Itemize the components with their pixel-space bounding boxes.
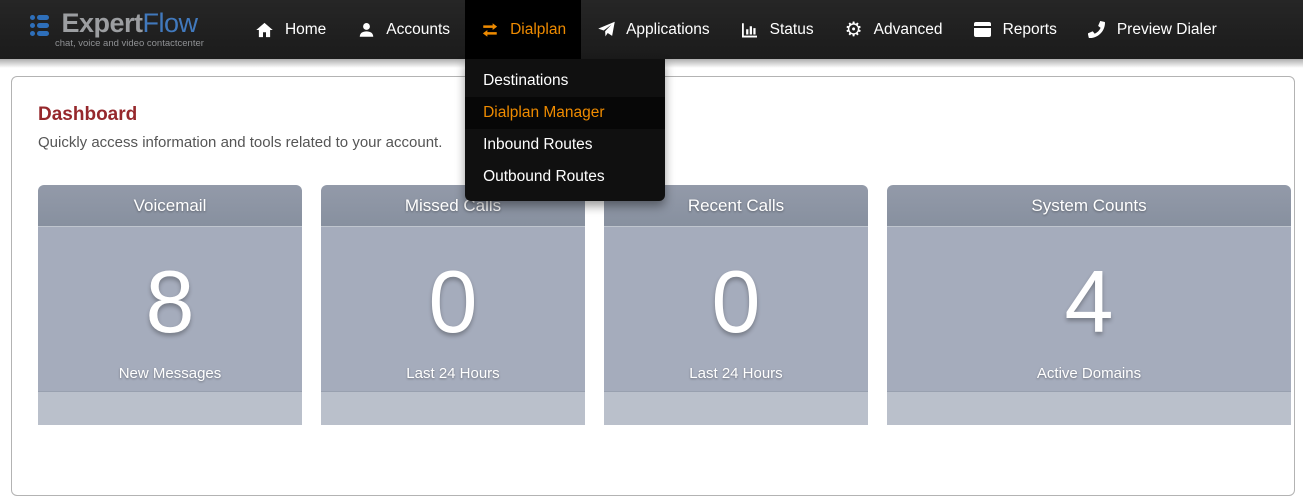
- card-footer: [38, 391, 302, 425]
- card-footer: [604, 391, 868, 425]
- gear-icon: ⚙: [844, 18, 863, 41]
- dialplan-dropdown: Destinations Dialplan Manager Inbound Ro…: [465, 59, 666, 201]
- top-navbar: ExpertFlow chat, voice and video contact…: [0, 0, 1303, 201]
- nav-label: Reports: [1002, 20, 1057, 38]
- phone-icon: [1087, 20, 1107, 40]
- card-footer: [887, 391, 1291, 425]
- card-label: Last 24 Hours: [689, 365, 783, 382]
- chart-bar-icon: [740, 20, 760, 40]
- card-footer: [321, 391, 585, 425]
- nav-item-home[interactable]: Home: [240, 0, 341, 59]
- nav-item-dialplan[interactable]: Dialplan Destinations Dialplan Manager I…: [465, 0, 666, 201]
- nav-item-reports[interactable]: Reports: [958, 0, 1072, 59]
- card-value: 0: [711, 252, 761, 351]
- dashboard-cards: Voicemail 8 New Messages Missed Calls 0 …: [38, 185, 1291, 425]
- card-body: 8 New Messages: [38, 227, 302, 391]
- menu-item-outbound-routes[interactable]: Outbound Routes: [483, 168, 605, 185]
- card-voicemail[interactable]: Voicemail 8 New Messages: [38, 185, 302, 425]
- paper-plane-icon: [596, 20, 616, 40]
- menu-item-dialplan-manager[interactable]: Dialplan Manager: [465, 97, 666, 129]
- nav-item-advanced[interactable]: ⚙ Advanced: [829, 0, 958, 59]
- nav-item-status[interactable]: Status: [725, 0, 829, 59]
- nav-label: Applications: [626, 20, 710, 38]
- menu-item-destinations[interactable]: Destinations: [483, 72, 569, 89]
- card-body: 0 Last 24 Hours: [604, 227, 868, 391]
- page-subtitle: Quickly access information and tools rel…: [38, 134, 443, 151]
- brand-logo[interactable]: ExpertFlow chat, voice and video contact…: [30, 10, 204, 49]
- nav-item-accounts[interactable]: Accounts: [341, 0, 465, 59]
- card-label: Active Domains: [1036, 365, 1142, 382]
- card-value: 4: [1064, 252, 1114, 351]
- card-label: Last 24 Hours: [406, 365, 500, 382]
- card-system-counts[interactable]: System Counts 4 Active Domains: [887, 185, 1291, 425]
- nav-label: Accounts: [386, 20, 451, 38]
- home-icon: [255, 20, 275, 40]
- nav-label: Home: [284, 20, 327, 38]
- brand-logo-icon: [30, 15, 49, 36]
- main-menu: Home Accounts Dialplan Destinations Dial…: [240, 0, 1232, 201]
- card-recent-calls[interactable]: Recent Calls 0 Last 24 Hours: [604, 185, 868, 425]
- card-missed-calls[interactable]: Missed Calls 0 Last 24 Hours: [321, 185, 585, 425]
- card-title: System Counts: [887, 185, 1291, 227]
- nav-label: Preview Dialer: [1116, 20, 1217, 38]
- exchange-icon: [480, 20, 500, 40]
- card-body: 4 Active Domains: [887, 227, 1291, 391]
- nav-label: Status: [769, 20, 814, 38]
- card-title: Voicemail: [38, 185, 302, 227]
- card-label: New Messages: [118, 365, 222, 382]
- user-icon: [356, 20, 376, 40]
- window-icon: [973, 20, 993, 40]
- card-value: 0: [428, 252, 478, 351]
- nav-item-preview-dialer[interactable]: Preview Dialer: [1072, 0, 1232, 59]
- card-body: 0 Last 24 Hours: [321, 227, 585, 391]
- menu-item-inbound-routes[interactable]: Inbound Routes: [483, 136, 593, 153]
- brand-name: ExpertFlow: [61, 8, 198, 38]
- nav-item-applications[interactable]: Applications: [581, 0, 725, 59]
- page-title: Dashboard: [38, 104, 138, 125]
- card-value: 8: [145, 252, 195, 351]
- nav-label: Dialplan: [510, 20, 567, 38]
- brand-tagline: chat, voice and video contactcenter: [55, 38, 204, 49]
- nav-label: Advanced: [873, 20, 943, 38]
